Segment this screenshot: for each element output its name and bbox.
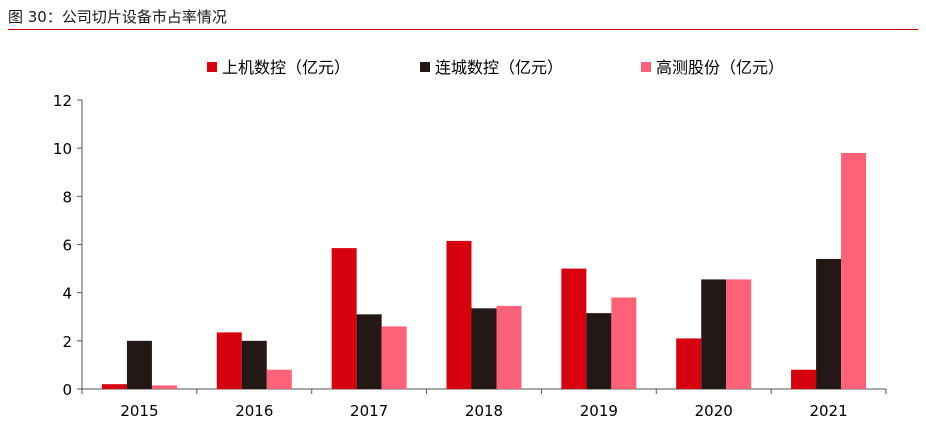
bar-2021-2 (816, 258, 842, 389)
bar-2017-1 (331, 248, 357, 389)
bar-2015-1 (101, 384, 127, 389)
y-tick-label: 8 (62, 188, 72, 206)
y-tick-label: 0 (62, 381, 72, 399)
bar-2020-2 (701, 279, 727, 389)
y-tick-label: 12 (53, 92, 72, 110)
bar-2015-3 (151, 385, 177, 389)
bar-2019-1 (561, 268, 587, 389)
legend-swatch-3 (641, 62, 651, 72)
figure-title: 图 30：公司切片设备市占率情况 (8, 8, 227, 26)
bar-2019-2 (586, 313, 612, 389)
bar-2021-1 (791, 369, 817, 389)
x-tick-label: 2020 (695, 402, 733, 420)
bar-2018-3 (496, 305, 522, 389)
x-tick-label: 2018 (465, 402, 503, 420)
legend-swatch-2 (420, 62, 430, 72)
legend-swatch-1 (207, 62, 217, 72)
bar-2019-3 (611, 297, 637, 389)
x-tick-label: 2016 (235, 402, 273, 420)
legend-label-1: 上机数控（亿元） (222, 58, 350, 77)
bar-2021-3 (841, 152, 867, 389)
bar-2020-3 (726, 279, 752, 389)
bar-2017-2 (356, 314, 382, 389)
bar-2017-3 (381, 326, 407, 389)
legend-label-2: 连城数控（亿元） (435, 58, 563, 77)
y-tick-label: 4 (62, 285, 72, 303)
x-tick-label: 2019 (580, 402, 618, 420)
bar-2018-2 (471, 308, 497, 389)
bar-2015-2 (126, 340, 152, 389)
bar-2018-1 (446, 240, 472, 389)
bar-2016-3 (266, 369, 292, 389)
y-tick-label: 6 (62, 237, 72, 255)
y-tick-label: 2 (62, 333, 72, 351)
title-rule (8, 29, 918, 30)
x-tick-label: 2021 (809, 402, 847, 420)
bar-2016-2 (241, 340, 267, 389)
bar-2020-1 (676, 338, 702, 389)
bar-2016-1 (216, 332, 242, 389)
legend-label-3: 高测股份（亿元） (656, 58, 784, 77)
x-tick-label: 2015 (120, 402, 158, 420)
y-tick-label: 10 (53, 140, 72, 158)
x-tick-label: 2017 (350, 402, 388, 420)
